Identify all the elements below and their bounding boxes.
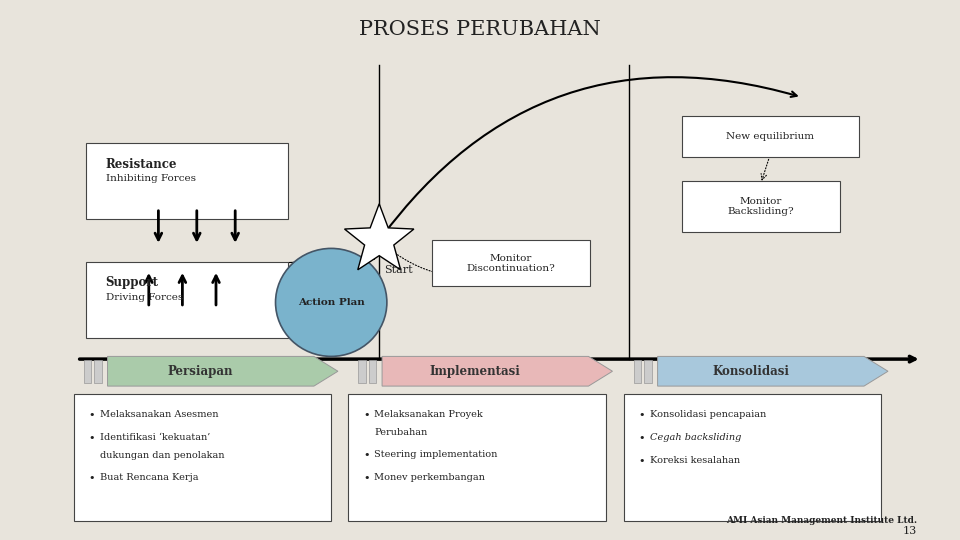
Text: •: • bbox=[363, 473, 370, 483]
Text: Monitor
Discontinuation?: Monitor Discontinuation? bbox=[467, 254, 556, 273]
Text: AMI Asian Management Institute Ltd.: AMI Asian Management Institute Ltd. bbox=[726, 516, 917, 525]
Text: Konsolidasi pencapaian: Konsolidasi pencapaian bbox=[650, 410, 766, 420]
FancyBboxPatch shape bbox=[682, 116, 859, 157]
FancyBboxPatch shape bbox=[624, 394, 881, 521]
Text: Identifikasi ‘kekuatan’: Identifikasi ‘kekuatan’ bbox=[100, 433, 210, 442]
FancyBboxPatch shape bbox=[86, 262, 288, 338]
Text: Resistance: Resistance bbox=[106, 158, 177, 171]
Bar bbox=[644, 360, 652, 383]
Polygon shape bbox=[345, 204, 414, 270]
Text: Konsolidasi: Konsolidasi bbox=[712, 364, 789, 378]
Text: •: • bbox=[88, 433, 95, 443]
Polygon shape bbox=[382, 356, 612, 386]
Text: •: • bbox=[638, 433, 645, 443]
Text: Perubahan: Perubahan bbox=[374, 428, 427, 437]
Text: 13: 13 bbox=[902, 525, 917, 536]
Bar bbox=[358, 360, 366, 383]
Bar bbox=[369, 360, 376, 383]
Text: Melaksanakan Asesmen: Melaksanakan Asesmen bbox=[100, 410, 218, 420]
Text: •: • bbox=[88, 410, 95, 421]
Text: Driving Forces: Driving Forces bbox=[106, 293, 182, 302]
Text: Persiapan: Persiapan bbox=[168, 364, 233, 378]
Text: dukungan dan penolakan: dukungan dan penolakan bbox=[100, 451, 225, 460]
Text: Implementasi: Implementasi bbox=[429, 364, 520, 378]
Text: Melaksanakan Proyek: Melaksanakan Proyek bbox=[374, 410, 483, 420]
Text: Cegah backsliding: Cegah backsliding bbox=[650, 433, 741, 442]
Text: •: • bbox=[363, 450, 370, 461]
Text: •: • bbox=[88, 473, 95, 483]
Text: •: • bbox=[363, 410, 370, 421]
Text: New equilibrium: New equilibrium bbox=[727, 132, 814, 141]
Polygon shape bbox=[108, 356, 338, 386]
Text: Support: Support bbox=[106, 276, 158, 289]
Text: PROSES PERUBAHAN: PROSES PERUBAHAN bbox=[359, 20, 601, 39]
Bar bbox=[634, 360, 641, 383]
Ellipse shape bbox=[276, 248, 387, 356]
Text: Buat Rencana Kerja: Buat Rencana Kerja bbox=[100, 473, 199, 482]
Text: Steering implementation: Steering implementation bbox=[374, 450, 498, 460]
FancyBboxPatch shape bbox=[682, 181, 840, 232]
FancyBboxPatch shape bbox=[74, 394, 331, 521]
Text: Start: Start bbox=[384, 265, 413, 275]
Text: •: • bbox=[638, 410, 645, 421]
Text: Monev perkembangan: Monev perkembangan bbox=[374, 473, 485, 482]
Text: Monitor
Backsliding?: Monitor Backsliding? bbox=[728, 197, 794, 216]
FancyBboxPatch shape bbox=[432, 240, 590, 286]
Bar bbox=[94, 360, 102, 383]
Text: Action Plan: Action Plan bbox=[298, 298, 365, 307]
Text: •: • bbox=[638, 456, 645, 466]
Polygon shape bbox=[658, 356, 888, 386]
FancyBboxPatch shape bbox=[348, 394, 606, 521]
Bar bbox=[84, 360, 91, 383]
Text: Koreksi kesalahan: Koreksi kesalahan bbox=[650, 456, 740, 465]
Text: Inhibiting Forces: Inhibiting Forces bbox=[106, 174, 196, 183]
FancyBboxPatch shape bbox=[86, 143, 288, 219]
